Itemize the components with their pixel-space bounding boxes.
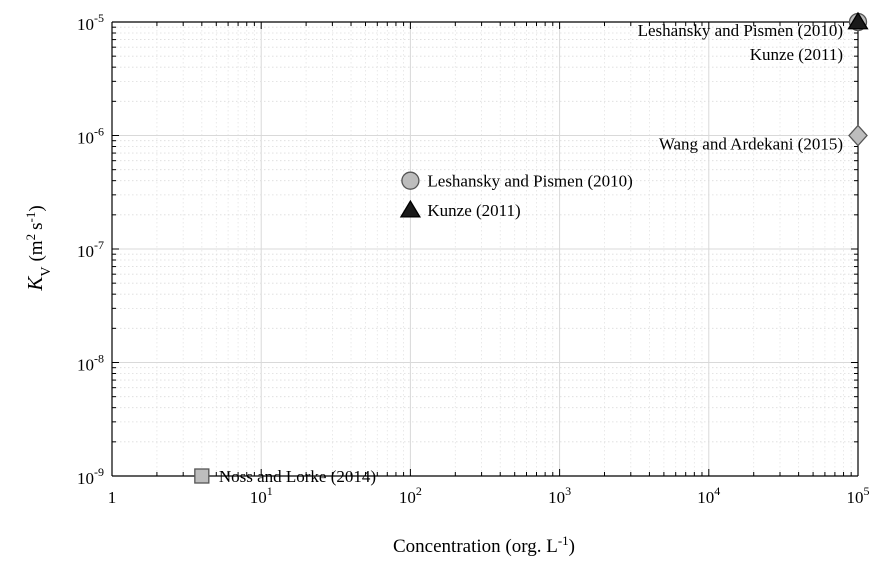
y-tick-label: 10-7 (77, 238, 104, 261)
square-marker (194, 468, 210, 484)
point-label: Leshansky and Pismen (2010) (638, 21, 843, 40)
point-label: Noss and Lorke (2014) (219, 467, 376, 486)
point-annotations: Leshansky and Pismen (2010) Kunze (2011) N… (219, 21, 843, 486)
triangle-marker (399, 199, 421, 218)
y-tick-label: 10-9 (77, 465, 104, 488)
data-points (194, 11, 869, 484)
diamond-marker (848, 124, 868, 147)
point-label: Wang and Ardekani (2015) (659, 135, 843, 154)
point-label: Leshansky and Pismen (2010) (427, 172, 632, 191)
triangle-marker (847, 11, 869, 30)
y-axis-label: KV(m2s-1) (23, 205, 54, 291)
x-tick-label: 102 (399, 484, 422, 507)
grid (112, 22, 858, 476)
y-tick-label: 10-8 (77, 352, 104, 375)
y-tick-label: 10-5 (77, 11, 104, 34)
x-tick-label: 101 (250, 484, 273, 507)
x-tick-label: 103 (548, 484, 571, 507)
x-tick-label: 105 (847, 484, 870, 507)
x-axis-label: Concentration (org. L-1) (393, 533, 575, 558)
x-tick-label: 1 (108, 488, 117, 507)
y-tick-label: 10-6 (77, 125, 104, 148)
circle-marker (401, 171, 420, 190)
point-label: Kunze (2011) (427, 201, 520, 220)
tick-labels: 1 101 102 103 104 105 10-9 10-8 10-7 10-6 10-5 (77, 11, 870, 507)
x-tick-label: 104 (697, 484, 720, 507)
point-label: Kunze (2011) (750, 45, 843, 64)
